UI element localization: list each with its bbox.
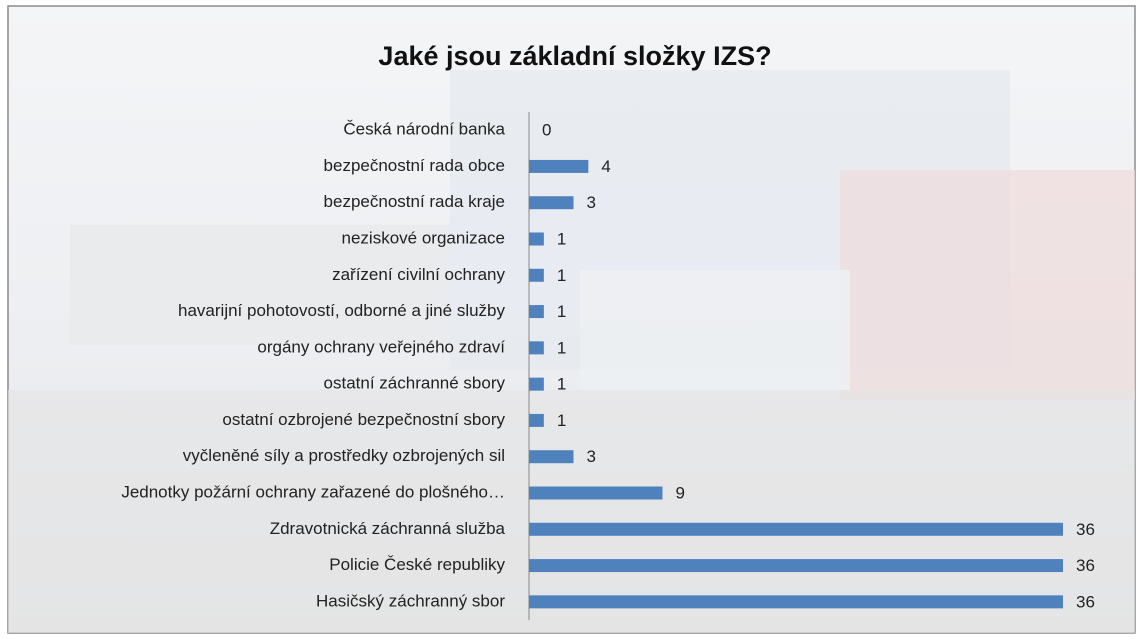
y-tick-label: Hasičský záchranný sbor bbox=[316, 591, 505, 610]
value-label: 1 bbox=[557, 338, 566, 357]
bar bbox=[529, 595, 1063, 608]
value-label: 36 bbox=[1076, 592, 1095, 611]
y-tick-label: havarijní pohotovostí, odborné a jiné sl… bbox=[178, 301, 505, 320]
value-label: 1 bbox=[557, 411, 566, 430]
page: Jaké jsou základní složky IZS? Česká nár… bbox=[0, 0, 1141, 639]
bar bbox=[529, 341, 544, 354]
bar bbox=[529, 378, 544, 391]
y-tick-label: Jednotky požární ochrany zařazené do plo… bbox=[121, 482, 505, 501]
value-label: 1 bbox=[557, 266, 566, 285]
y-tick-label: bezpečnostní rada kraje bbox=[324, 192, 505, 211]
y-tick-label: ostatní ozbrojené bezpečnostní sbory bbox=[222, 410, 505, 429]
y-tick-label: bezpečnostní rada obce bbox=[324, 156, 505, 175]
bar bbox=[529, 523, 1063, 536]
background bbox=[0, 0, 1141, 639]
bar bbox=[529, 559, 1063, 572]
bar bbox=[529, 233, 544, 246]
value-label: 3 bbox=[587, 193, 596, 212]
y-tick-label: vyčleněné síly a prostředky ozbrojených … bbox=[183, 446, 505, 465]
value-label: 3 bbox=[587, 447, 596, 466]
chart-title: Jaké jsou základní složky IZS? bbox=[378, 41, 771, 71]
value-label: 9 bbox=[676, 483, 685, 502]
value-label: 1 bbox=[557, 229, 566, 248]
chart: Jaké jsou základní složky IZS? Česká nár… bbox=[0, 0, 1141, 639]
y-tick-label: zařízení civilní ochrany bbox=[332, 265, 505, 284]
y-tick-label: ostatní záchranné sbory bbox=[324, 374, 506, 393]
bar bbox=[529, 196, 574, 209]
bar bbox=[529, 450, 574, 463]
value-label: 1 bbox=[557, 302, 566, 321]
value-label: 4 bbox=[601, 157, 610, 176]
value-label: 36 bbox=[1076, 556, 1095, 575]
bar bbox=[529, 414, 544, 427]
bar bbox=[529, 160, 588, 173]
bar bbox=[529, 487, 663, 500]
bar bbox=[529, 269, 544, 282]
y-tick-label: neziskové organizace bbox=[342, 228, 505, 247]
y-tick-label: Policie České republiky bbox=[329, 555, 505, 574]
value-label: 0 bbox=[542, 121, 551, 140]
y-tick-label: orgány ochrany veřejného zdraví bbox=[257, 337, 505, 356]
y-tick-label: Zdravotnická záchranná služba bbox=[270, 519, 506, 538]
value-label: 1 bbox=[557, 375, 566, 394]
y-tick-label: Česká národní banka bbox=[343, 120, 505, 139]
bar bbox=[529, 305, 544, 318]
value-label: 36 bbox=[1076, 520, 1095, 539]
